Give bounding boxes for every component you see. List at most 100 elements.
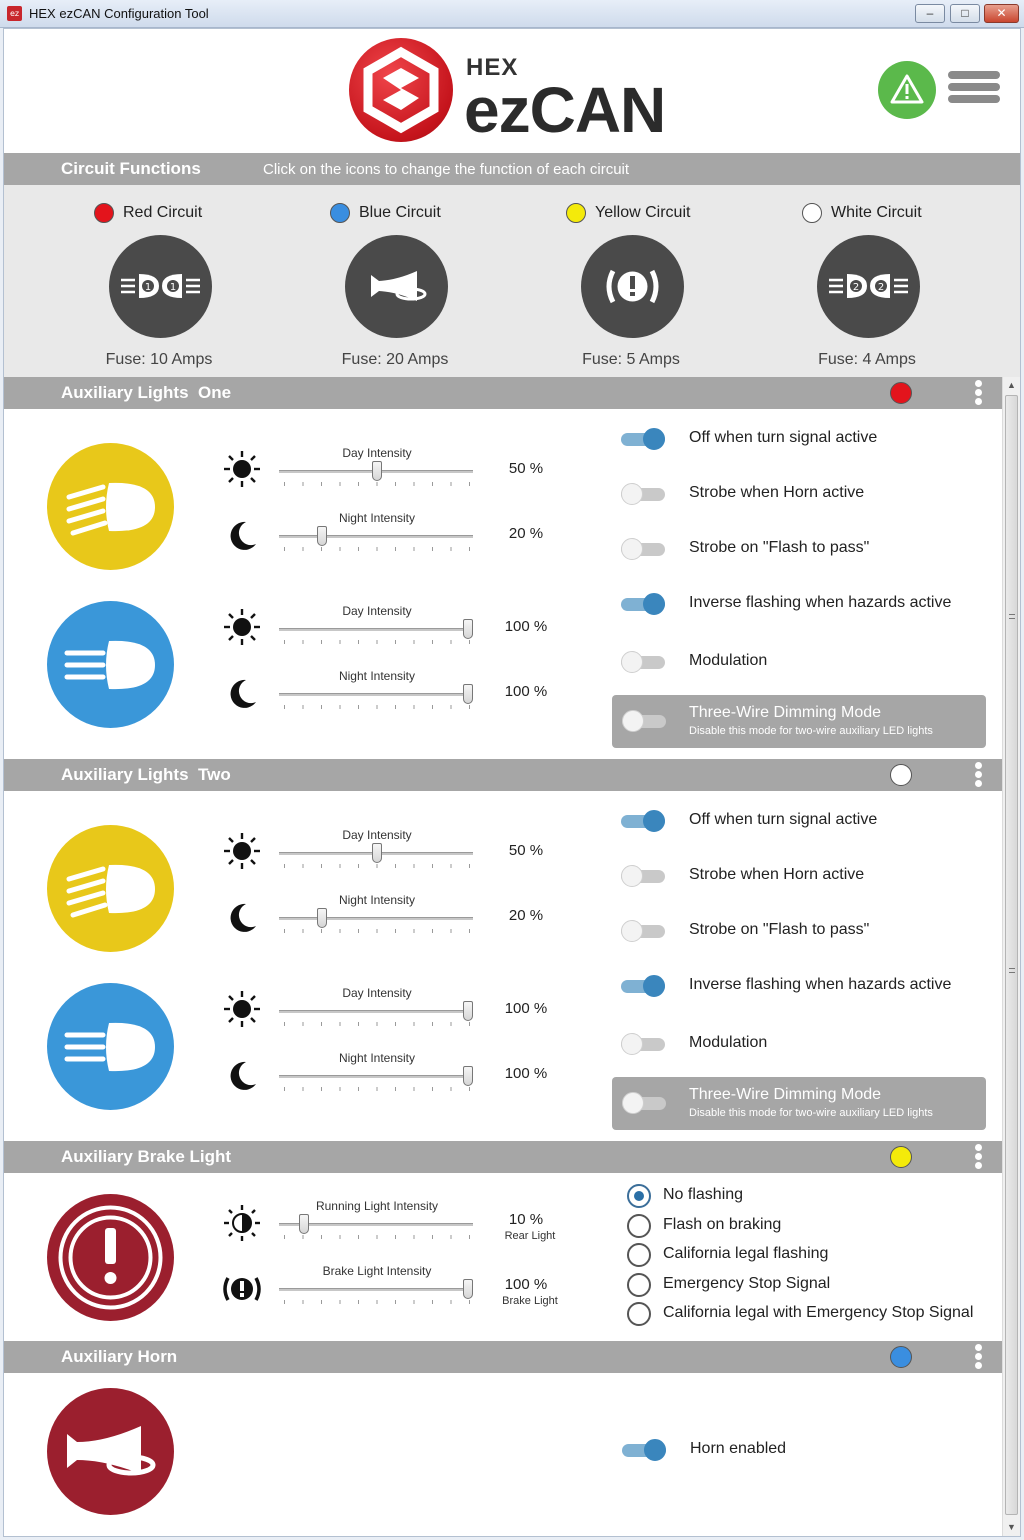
horn-icon[interactable]: [345, 235, 448, 338]
kebab-menu-icon[interactable]: [975, 1344, 983, 1371]
section-title: Auxiliary Brake Light: [61, 1147, 232, 1166]
slider-thumb[interactable]: [317, 526, 328, 546]
intensity-slider[interactable]: Night Intensity: [279, 893, 475, 943]
radio-button[interactable]: [627, 1213, 651, 1238]
toggle-switch[interactable]: [622, 1092, 668, 1114]
scroll-down-arrow-icon[interactable]: ▼: [1007, 1522, 1016, 1532]
slider-label: Night Intensity: [338, 1051, 416, 1065]
toggle-switch[interactable]: [621, 865, 667, 887]
slider-ticks: [284, 929, 470, 933]
auxiliary-lights-2-icon[interactable]: 2 2: [817, 235, 920, 338]
toggle-switch[interactable]: [621, 920, 667, 942]
intensity-slider[interactable]: Day Intensity: [279, 604, 475, 654]
circuit-name: Yellow Circuit: [595, 204, 691, 221]
sun-icon: [222, 449, 262, 489]
radio-button[interactable]: [627, 1302, 651, 1326]
brake-alert-icon[interactable]: [47, 1194, 174, 1321]
toggle-switch[interactable]: [622, 1439, 668, 1461]
slider-label: Day Intensity: [342, 446, 412, 460]
slider-thumb[interactable]: [463, 684, 473, 704]
toggle-switch[interactable]: [621, 538, 667, 560]
slider-track[interactable]: [279, 1223, 473, 1226]
toggle-switch[interactable]: [621, 428, 667, 450]
toggle-label: Inverse flashing when hazards active: [689, 976, 952, 993]
slider-track[interactable]: [279, 535, 473, 538]
slider-thumb[interactable]: [317, 908, 328, 928]
intensity-slider[interactable]: Day Intensity: [279, 828, 475, 878]
slider-label: Brake Light Intensity: [322, 1264, 432, 1278]
slider-thumb[interactable]: [372, 461, 382, 481]
hamburger-icon[interactable]: [948, 71, 1000, 105]
section-header: Auxiliary Horn: [4, 1341, 1002, 1373]
slider-track[interactable]: [279, 1075, 473, 1078]
slider-thumb[interactable]: [372, 843, 382, 863]
slider-thumb[interactable]: [463, 1279, 473, 1299]
slider-thumb[interactable]: [299, 1214, 310, 1234]
section-body: Horn enabled: [4, 1373, 1002, 1536]
brake-intensity-value: 100 %: [504, 1276, 548, 1293]
intensity-slider[interactable]: Night Intensity: [279, 511, 475, 561]
circuit-color-dot: [566, 203, 586, 223]
headlight-icon[interactable]: [47, 601, 174, 728]
maximize-button[interactable]: □: [950, 4, 980, 23]
headlight-tilted-icon[interactable]: [47, 443, 174, 570]
section-title: Auxiliary Horn: [61, 1347, 178, 1366]
toggle-switch[interactable]: [622, 710, 668, 732]
scroll-up-arrow-icon[interactable]: ▲: [1007, 380, 1016, 390]
toggle-switch[interactable]: [621, 651, 667, 673]
vertical-scrollbar[interactable]: ▲ ▼: [1002, 377, 1020, 1536]
slider-thumb[interactable]: [463, 1001, 473, 1021]
dimming-title: Three-Wire Dimming Mode: [689, 704, 882, 721]
intensity-slider[interactable]: Running Light Intensity: [279, 1199, 475, 1249]
kebab-menu-icon[interactable]: [975, 762, 983, 789]
toggle-label: Inverse flashing when hazards active: [689, 594, 952, 611]
slider-ticks: [284, 1300, 470, 1304]
slider-track[interactable]: [279, 693, 473, 696]
intensity-slider[interactable]: Brake Light Intensity: [279, 1264, 475, 1314]
scrollbar-thumb[interactable]: [1005, 395, 1018, 1515]
slider-thumb[interactable]: [463, 1066, 473, 1086]
toggle-switch[interactable]: [621, 975, 667, 997]
slider-ticks: [284, 1087, 470, 1091]
toggle-label: Modulation: [689, 652, 768, 669]
toggle-switch[interactable]: [621, 810, 667, 832]
headlight-tilted-icon[interactable]: [47, 825, 174, 952]
radio-button[interactable]: [627, 1184, 651, 1208]
intensity-slider[interactable]: Night Intensity: [279, 1051, 475, 1101]
warning-icon[interactable]: [878, 61, 936, 119]
intensity-value: 50 %: [508, 842, 544, 859]
toggle-switch[interactable]: [621, 483, 667, 505]
intensity-slider[interactable]: Day Intensity: [279, 986, 475, 1036]
minimize-button[interactable]: –: [915, 4, 945, 23]
slider-label: Night Intensity: [338, 511, 416, 525]
running-intensity-sub: Rear Light: [504, 1230, 556, 1242]
kebab-menu-icon[interactable]: [975, 1144, 983, 1171]
slider-track[interactable]: [279, 1010, 473, 1013]
slider-track[interactable]: [279, 628, 473, 631]
radio-button[interactable]: [627, 1243, 651, 1267]
intensity-slider[interactable]: Night Intensity: [279, 669, 475, 719]
slider-track[interactable]: [279, 1288, 473, 1291]
slider-thumb[interactable]: [463, 619, 473, 639]
intensity-slider[interactable]: Day Intensity: [279, 446, 475, 496]
slider-track[interactable]: [279, 917, 473, 920]
circuit-yellow: Yellow Circuit Fuse: 5 Amps: [516, 185, 746, 377]
intensity-value: 20 %: [508, 907, 544, 924]
section-title: Auxiliary Lights One: [61, 383, 232, 402]
close-button[interactable]: ✕: [984, 4, 1019, 23]
radio-label: No flashing: [663, 1186, 744, 1203]
radio-button[interactable]: [627, 1272, 651, 1297]
toggle-switch[interactable]: [621, 1033, 667, 1055]
radio-label: Flash on braking: [663, 1215, 782, 1233]
toggle-switch[interactable]: [621, 593, 667, 615]
circuit-red: Red Circuit 1 1 Fuse: 10 Amps: [44, 185, 274, 377]
headlight-icon[interactable]: [47, 983, 174, 1110]
kebab-menu-icon[interactable]: [975, 380, 983, 407]
auxiliary-lights-1-icon[interactable]: 1 1: [109, 235, 212, 338]
slider-label: Night Intensity: [338, 893, 416, 907]
slider-ticks: [284, 864, 470, 868]
brake-warning-icon[interactable]: [581, 235, 684, 338]
brand-hex: HEX: [466, 54, 519, 81]
circuit-number: 2: [878, 282, 884, 293]
horn-icon[interactable]: [47, 1388, 174, 1515]
